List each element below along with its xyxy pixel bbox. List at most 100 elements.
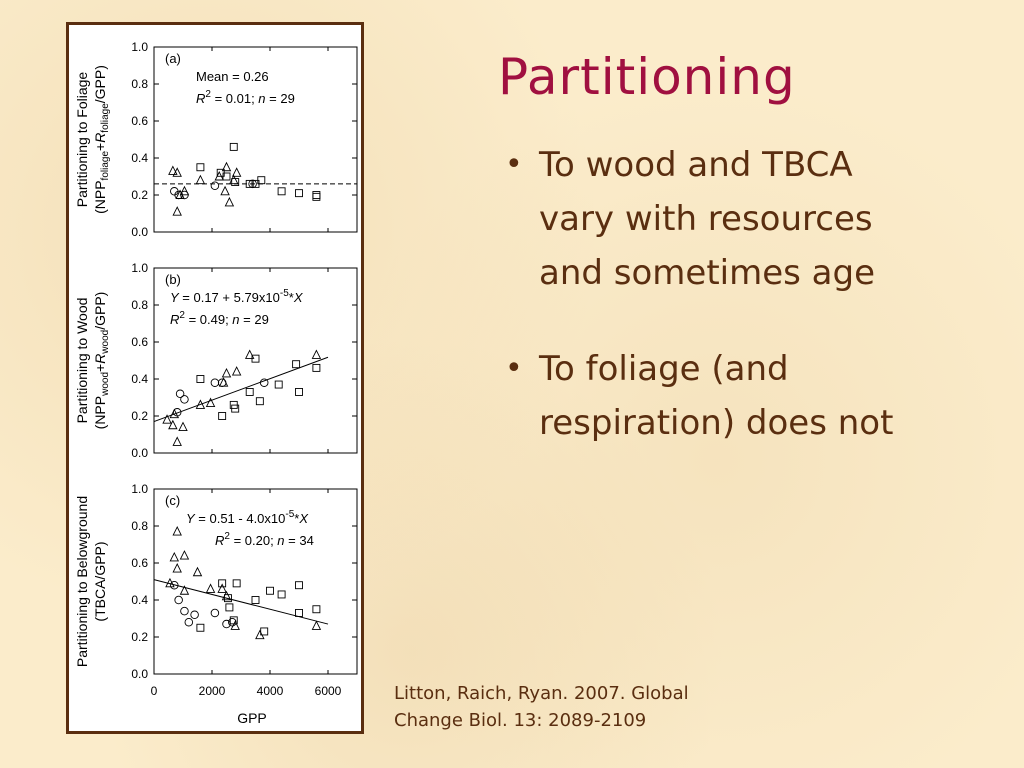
triangle-point	[231, 167, 242, 177]
square-point	[266, 586, 274, 595]
bullet-text: To wood and TBCA vary with resources and…	[539, 145, 875, 293]
panel-label: (b)	[165, 272, 181, 287]
square-point	[295, 189, 303, 198]
x-tick-label: 2000	[199, 684, 226, 698]
y-axis-label: (NPPfoliage+Rfoliage/GPP)	[92, 65, 111, 214]
citation-line: Litton, Raich, Ryan. 2007. Global	[394, 683, 689, 704]
square-point	[292, 360, 301, 369]
square-point	[277, 590, 286, 599]
triangle-point	[205, 583, 216, 593]
square-point	[222, 172, 231, 181]
triangle-point	[205, 397, 216, 407]
figure-panel: 0.0 0.2 0.4 0.6 0.8 1.0 (a) Mean = 0.26 R2 = 0.0…	[66, 22, 364, 734]
y-axis-label: Partitioning to Wood	[74, 298, 90, 424]
circle-point	[180, 606, 189, 616]
y-tick-label: 0.0	[131, 667, 148, 681]
square-point	[295, 609, 303, 617]
triangle-point	[168, 419, 178, 430]
square-point	[229, 142, 238, 151]
y-tick-label: 0.6	[131, 114, 148, 128]
square-point	[295, 388, 303, 396]
circle-point	[210, 608, 220, 618]
y-tick-label: 0.0	[131, 446, 148, 460]
square-point	[274, 380, 283, 389]
y-tick-label: 0.0	[131, 225, 148, 239]
circle-point	[217, 378, 227, 387]
panel-label: (c)	[165, 493, 180, 508]
triangle-point	[169, 551, 180, 562]
square-point	[251, 596, 260, 604]
bullet-dot: •	[505, 351, 523, 386]
square-point	[245, 179, 254, 188]
citation: Litton, Raich, Ryan. 2007. Global Change…	[394, 680, 774, 734]
triangle-point	[311, 349, 322, 359]
slide-title: Partitioning	[498, 48, 796, 106]
square-point	[231, 404, 240, 413]
square-point	[196, 623, 205, 632]
square-point	[295, 581, 303, 590]
square-point	[196, 163, 205, 172]
y-tick-label: 0.4	[131, 372, 148, 386]
y-tick-label: 0.2	[131, 630, 148, 644]
r2-annotation: R2 = 0.49; n = 29	[170, 310, 269, 327]
circle-point	[259, 378, 269, 387]
triangle-point	[244, 349, 255, 359]
square-point	[218, 579, 227, 588]
square-point	[255, 397, 264, 406]
circle-point	[248, 179, 257, 189]
y-tick-label: 0.2	[131, 188, 148, 202]
circle-point	[170, 580, 179, 590]
triangle-point	[217, 583, 227, 593]
triangle-point	[229, 174, 239, 185]
equation-annotation: Y = 0.17 + 5.79x10-5*X	[170, 288, 304, 305]
circle-point	[190, 610, 199, 620]
square-point	[312, 192, 321, 201]
plot-frame	[153, 267, 358, 454]
triangle-point	[165, 577, 175, 588]
y-tick-label: 1.0	[131, 482, 148, 496]
triangle-point	[220, 185, 230, 196]
square-point	[231, 178, 240, 187]
triangle-point	[311, 620, 322, 630]
square-point	[245, 388, 254, 396]
y-tick-label: 1.0	[131, 261, 148, 275]
y-tick-label: 0.4	[131, 151, 148, 165]
r2-annotation: R2 = 0.01; n = 29	[196, 89, 295, 106]
circle-point	[180, 395, 189, 404]
circle-point	[184, 617, 194, 627]
panel-label: (a)	[165, 51, 181, 66]
y-axis-label: (TBCA/GPP)	[92, 541, 108, 621]
triangle-point	[230, 620, 240, 630]
y-axis-label: Partitioning to Foliage	[74, 72, 90, 208]
x-tick-label: 6000	[315, 684, 342, 698]
circle-point	[172, 408, 182, 417]
plot-frame	[153, 46, 358, 233]
plot-frame	[153, 488, 358, 675]
circle-point	[210, 378, 220, 387]
square-point	[312, 191, 321, 199]
x-tick-label: 4000	[257, 684, 284, 698]
triangle-point	[162, 414, 172, 424]
square-point	[277, 187, 286, 196]
x-tick-label: 0	[151, 684, 158, 698]
triangle-point	[172, 526, 182, 536]
figure-svg: 0.0 0.2 0.4 0.6 0.8 1.0 (a) Mean = 0.26 R2 = 0.0…	[74, 40, 358, 726]
y-tick-label: 0.6	[131, 556, 148, 570]
triangle-point	[179, 585, 190, 595]
triangle-point	[172, 206, 182, 216]
citation-line: Change Biol. 13: 2089-2109	[394, 710, 647, 731]
triangle-point	[172, 167, 182, 177]
triangle-point	[192, 566, 203, 577]
y-tick-label: 0.4	[131, 593, 148, 607]
triangle-point	[195, 399, 206, 409]
y-axis-label: Partitioning to Belowground	[74, 496, 90, 667]
circle-point	[175, 389, 185, 399]
circle-point	[174, 595, 183, 605]
circle-point	[174, 190, 183, 200]
triangle-point	[195, 174, 206, 185]
square-point	[260, 627, 269, 636]
triangle-point	[179, 550, 190, 560]
x-axis-label: GPP	[237, 710, 267, 726]
mean-annotation: Mean = 0.26	[196, 69, 269, 84]
square-point	[225, 603, 234, 612]
